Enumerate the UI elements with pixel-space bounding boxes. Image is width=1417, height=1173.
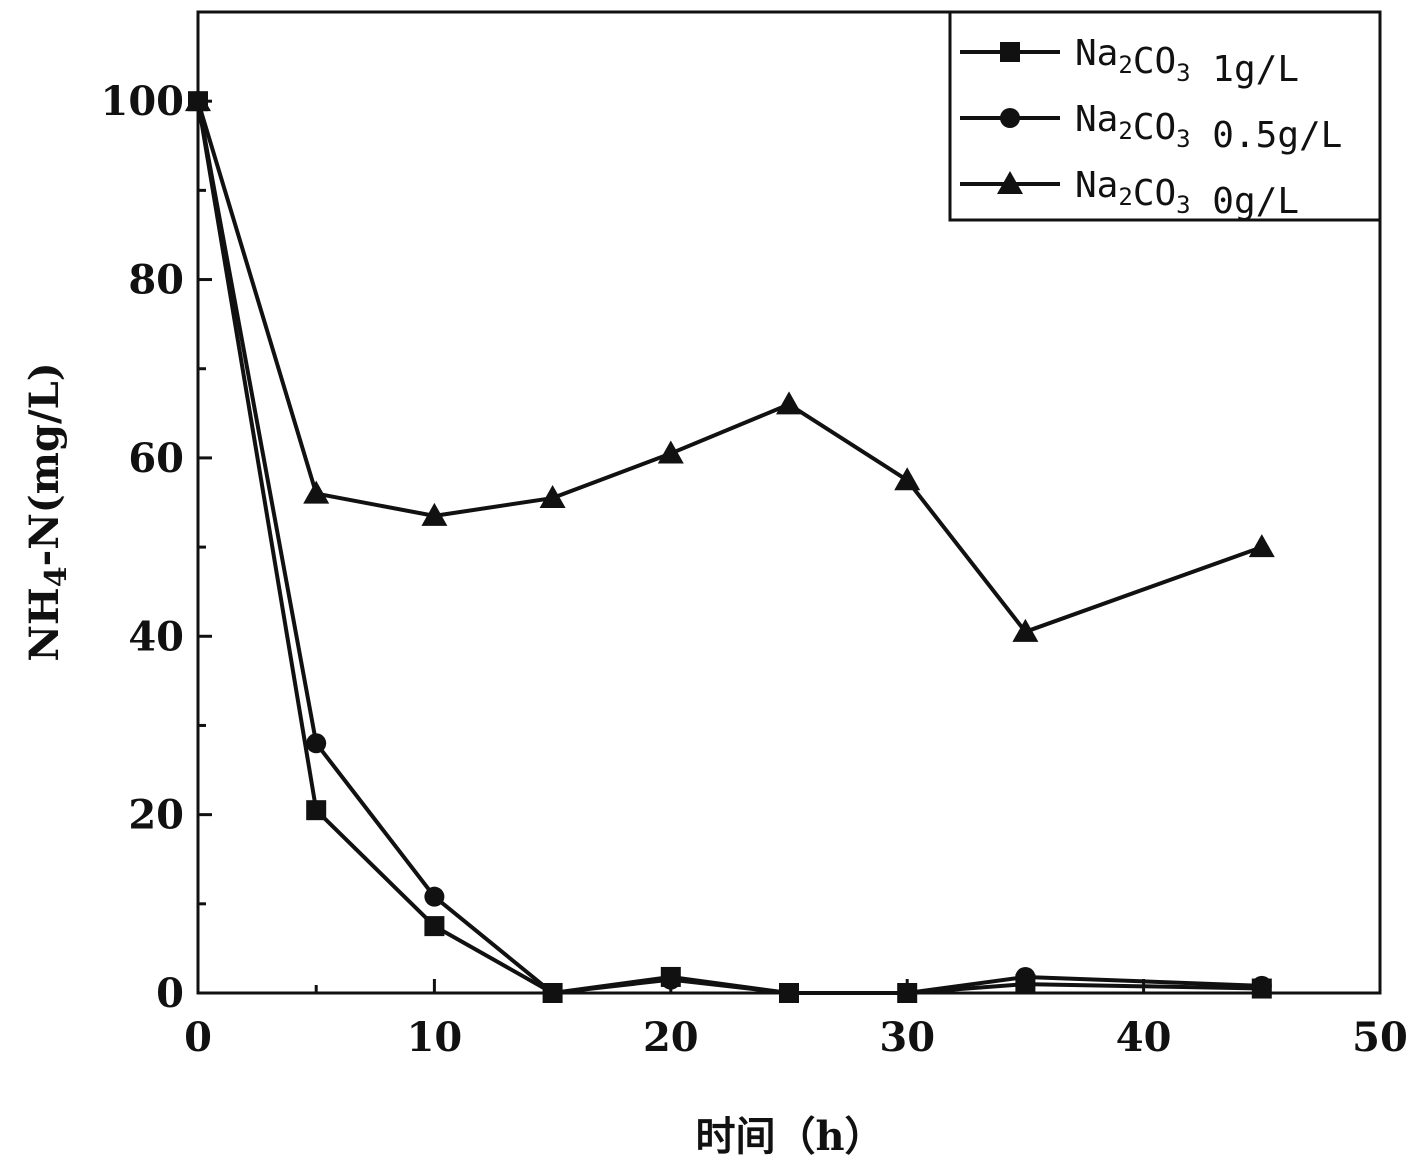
y-tick-label: 60 [128, 435, 184, 482]
data-point [424, 886, 445, 907]
data-point [306, 800, 327, 821]
y-tick-label: 20 [128, 792, 184, 839]
data-point [424, 916, 445, 937]
y-tick-label: 80 [128, 257, 184, 304]
x-tick-label: 10 [407, 1014, 463, 1061]
series-1 [188, 91, 1272, 1003]
x-axis-title: 时间（h） [695, 1113, 884, 1160]
y-tick-label: 0 [156, 970, 184, 1017]
y-tick-label: 40 [128, 613, 184, 660]
legend-label: Na2CO3 0.5g/L [1075, 99, 1342, 156]
x-tick-label: 40 [1116, 1014, 1172, 1061]
legend-label: Na2CO3 0g/L [1075, 165, 1299, 222]
data-point [1248, 534, 1275, 558]
data-point [660, 969, 681, 990]
y-tick-label: 100 [101, 78, 185, 125]
series-3 [185, 88, 1275, 642]
data-point [1012, 618, 1039, 642]
series-layer [185, 88, 1275, 1003]
data-point [306, 733, 327, 754]
x-tick-label: 30 [879, 1014, 935, 1061]
data-point [779, 983, 799, 1003]
legend-label: Na2CO3 1g/L [1075, 33, 1299, 90]
legend-item: Na2CO3 0.5g/L [960, 99, 1342, 156]
legend-item: Na2CO3 0g/L [960, 165, 1299, 222]
x-tick-label: 20 [643, 1014, 699, 1061]
y-axis-title: NH4-N(mg/L) [21, 362, 74, 661]
x-tick-label: 50 [1352, 1014, 1408, 1061]
legend-item: Na2CO3 1g/L [960, 33, 1299, 90]
data-point [421, 502, 448, 526]
data-point [897, 983, 918, 1003]
data-point [185, 88, 211, 112]
series-2 [188, 91, 1272, 1003]
legend-marker [1000, 42, 1020, 62]
data-point [542, 983, 563, 1003]
data-point [894, 467, 921, 491]
legend-marker [997, 171, 1023, 194]
data-point [539, 485, 566, 509]
series-line [196, 100, 1262, 995]
legend: Na2CO3 1g/L Na2CO3 0.5g/L Na2CO3 0g/L [948, 10, 1382, 222]
legend-marker [1000, 108, 1020, 128]
x-tick-label: 0 [184, 1014, 212, 1061]
series-line [196, 100, 1262, 995]
data-point [303, 480, 330, 504]
data-point [1251, 975, 1272, 996]
data-point [657, 440, 684, 464]
data-point [1015, 966, 1036, 987]
data-point [776, 391, 802, 415]
